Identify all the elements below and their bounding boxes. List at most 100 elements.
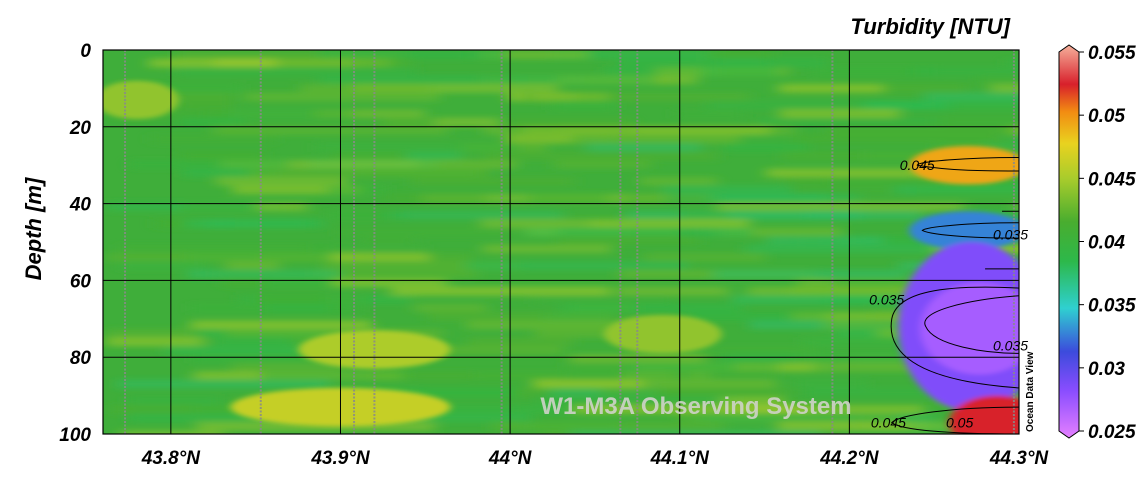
contour-line [916, 157, 1019, 172]
y-tick-label: 20 [69, 118, 92, 139]
texture-band [727, 210, 923, 220]
texture-band [805, 387, 957, 398]
colorbar-tick-label: 0.05 [1088, 106, 1125, 127]
texture-band [526, 193, 610, 203]
texture-band [533, 379, 645, 389]
texture-band [419, 159, 518, 170]
x-tick-label: 44°N [488, 448, 533, 469]
colorbar-scale [1058, 44, 1080, 439]
texture-band [472, 371, 692, 381]
texture-band [794, 354, 851, 364]
texture-band [312, 244, 425, 254]
texture-band [216, 176, 347, 186]
texture-band [319, 75, 522, 85]
texture-band [106, 252, 357, 262]
software-label: Ocean Data View [1025, 351, 1036, 432]
texture-band [643, 252, 765, 262]
texture-band [492, 421, 723, 431]
texture-band [505, 117, 634, 127]
texture-band [260, 371, 412, 381]
texture-band [256, 294, 364, 305]
texture-band [213, 126, 448, 136]
texture-band [718, 58, 827, 68]
x-tick-label: 43.8°N [141, 448, 202, 469]
feature-core-inner [920, 282, 1019, 375]
texture-band [639, 176, 717, 186]
contour-line [891, 406, 1019, 434]
texture-band [485, 151, 718, 161]
contour-labels: 0.045 0.035 0.035 0.035 0.045 0.05 [869, 157, 1028, 430]
texture-band [150, 134, 277, 144]
texture-band [550, 100, 615, 110]
texture-band [833, 278, 954, 288]
texture-band [128, 413, 304, 423]
feature-band [298, 330, 451, 369]
texture-band [923, 92, 1019, 102]
colorbar: 0.055 0.05 0.045 0.04 0.035 0.03 0.025 [1058, 43, 1136, 443]
texture-band [189, 303, 361, 313]
feature-band [909, 211, 1019, 250]
texture-band [565, 362, 780, 372]
texture-band [339, 413, 532, 423]
texture-band [125, 83, 242, 94]
texture-band [318, 50, 507, 60]
texture-band [569, 430, 822, 434]
x-tick-label: 44.1°N [650, 448, 711, 469]
texture-band [483, 126, 636, 136]
x-tick-label: 44.2°N [819, 448, 880, 469]
texture-band [325, 294, 410, 305]
texture-band [759, 117, 941, 127]
y-tick-label: 100 [59, 425, 91, 446]
texture-band [562, 303, 742, 313]
texture-band [429, 345, 563, 355]
texture-band [1014, 202, 1019, 212]
y-tick-label: 40 [69, 195, 92, 216]
colorbar-tick-label: 0.055 [1088, 43, 1136, 64]
texture-band [183, 202, 297, 212]
texture-band [835, 328, 914, 338]
texture-band [174, 50, 405, 60]
texture-band [165, 345, 303, 355]
station-lines [124, 50, 1015, 434]
contour-line [921, 222, 1019, 239]
texture-band [590, 218, 750, 229]
texture-band [707, 100, 936, 110]
texture-band [423, 404, 515, 415]
texture-band [300, 83, 432, 94]
colorbar-tick-label: 0.025 [1088, 422, 1136, 443]
texture-band [752, 362, 961, 372]
grid-lines [103, 50, 1019, 434]
texture-band [410, 176, 575, 186]
texture-band [110, 404, 246, 415]
colorbar-tick-label: 0.035 [1088, 296, 1136, 317]
texture-band [310, 269, 477, 279]
texture-band [414, 303, 487, 313]
texture-band [674, 109, 744, 119]
contour-line [924, 295, 1019, 354]
texture-band [322, 261, 521, 271]
texture-band [386, 210, 563, 220]
texture-band [553, 159, 652, 170]
texture-band [778, 83, 884, 94]
texture-band [600, 387, 790, 398]
texture-band [177, 100, 234, 110]
texture-band [187, 269, 340, 279]
texture-band [912, 66, 1019, 77]
y-tick-label: 0 [80, 41, 91, 62]
texture-band [983, 176, 1019, 186]
texture-band [633, 345, 816, 355]
texture-band [480, 218, 596, 229]
texture-band [129, 159, 290, 170]
texture-band [230, 430, 435, 434]
texture-band [216, 337, 292, 347]
texture-band [673, 371, 776, 381]
x-tick-labels: 43.8°N 43.9°N 44°N 44.1°N 44.2°N 44.3°N [141, 448, 1050, 469]
texture-band [331, 278, 446, 288]
texture-band [624, 193, 720, 203]
x-tick-label: 43.9°N [310, 448, 371, 469]
texture-band [782, 151, 927, 161]
texture-band [586, 142, 702, 153]
texture-band [110, 109, 316, 119]
texture-band [700, 66, 780, 77]
